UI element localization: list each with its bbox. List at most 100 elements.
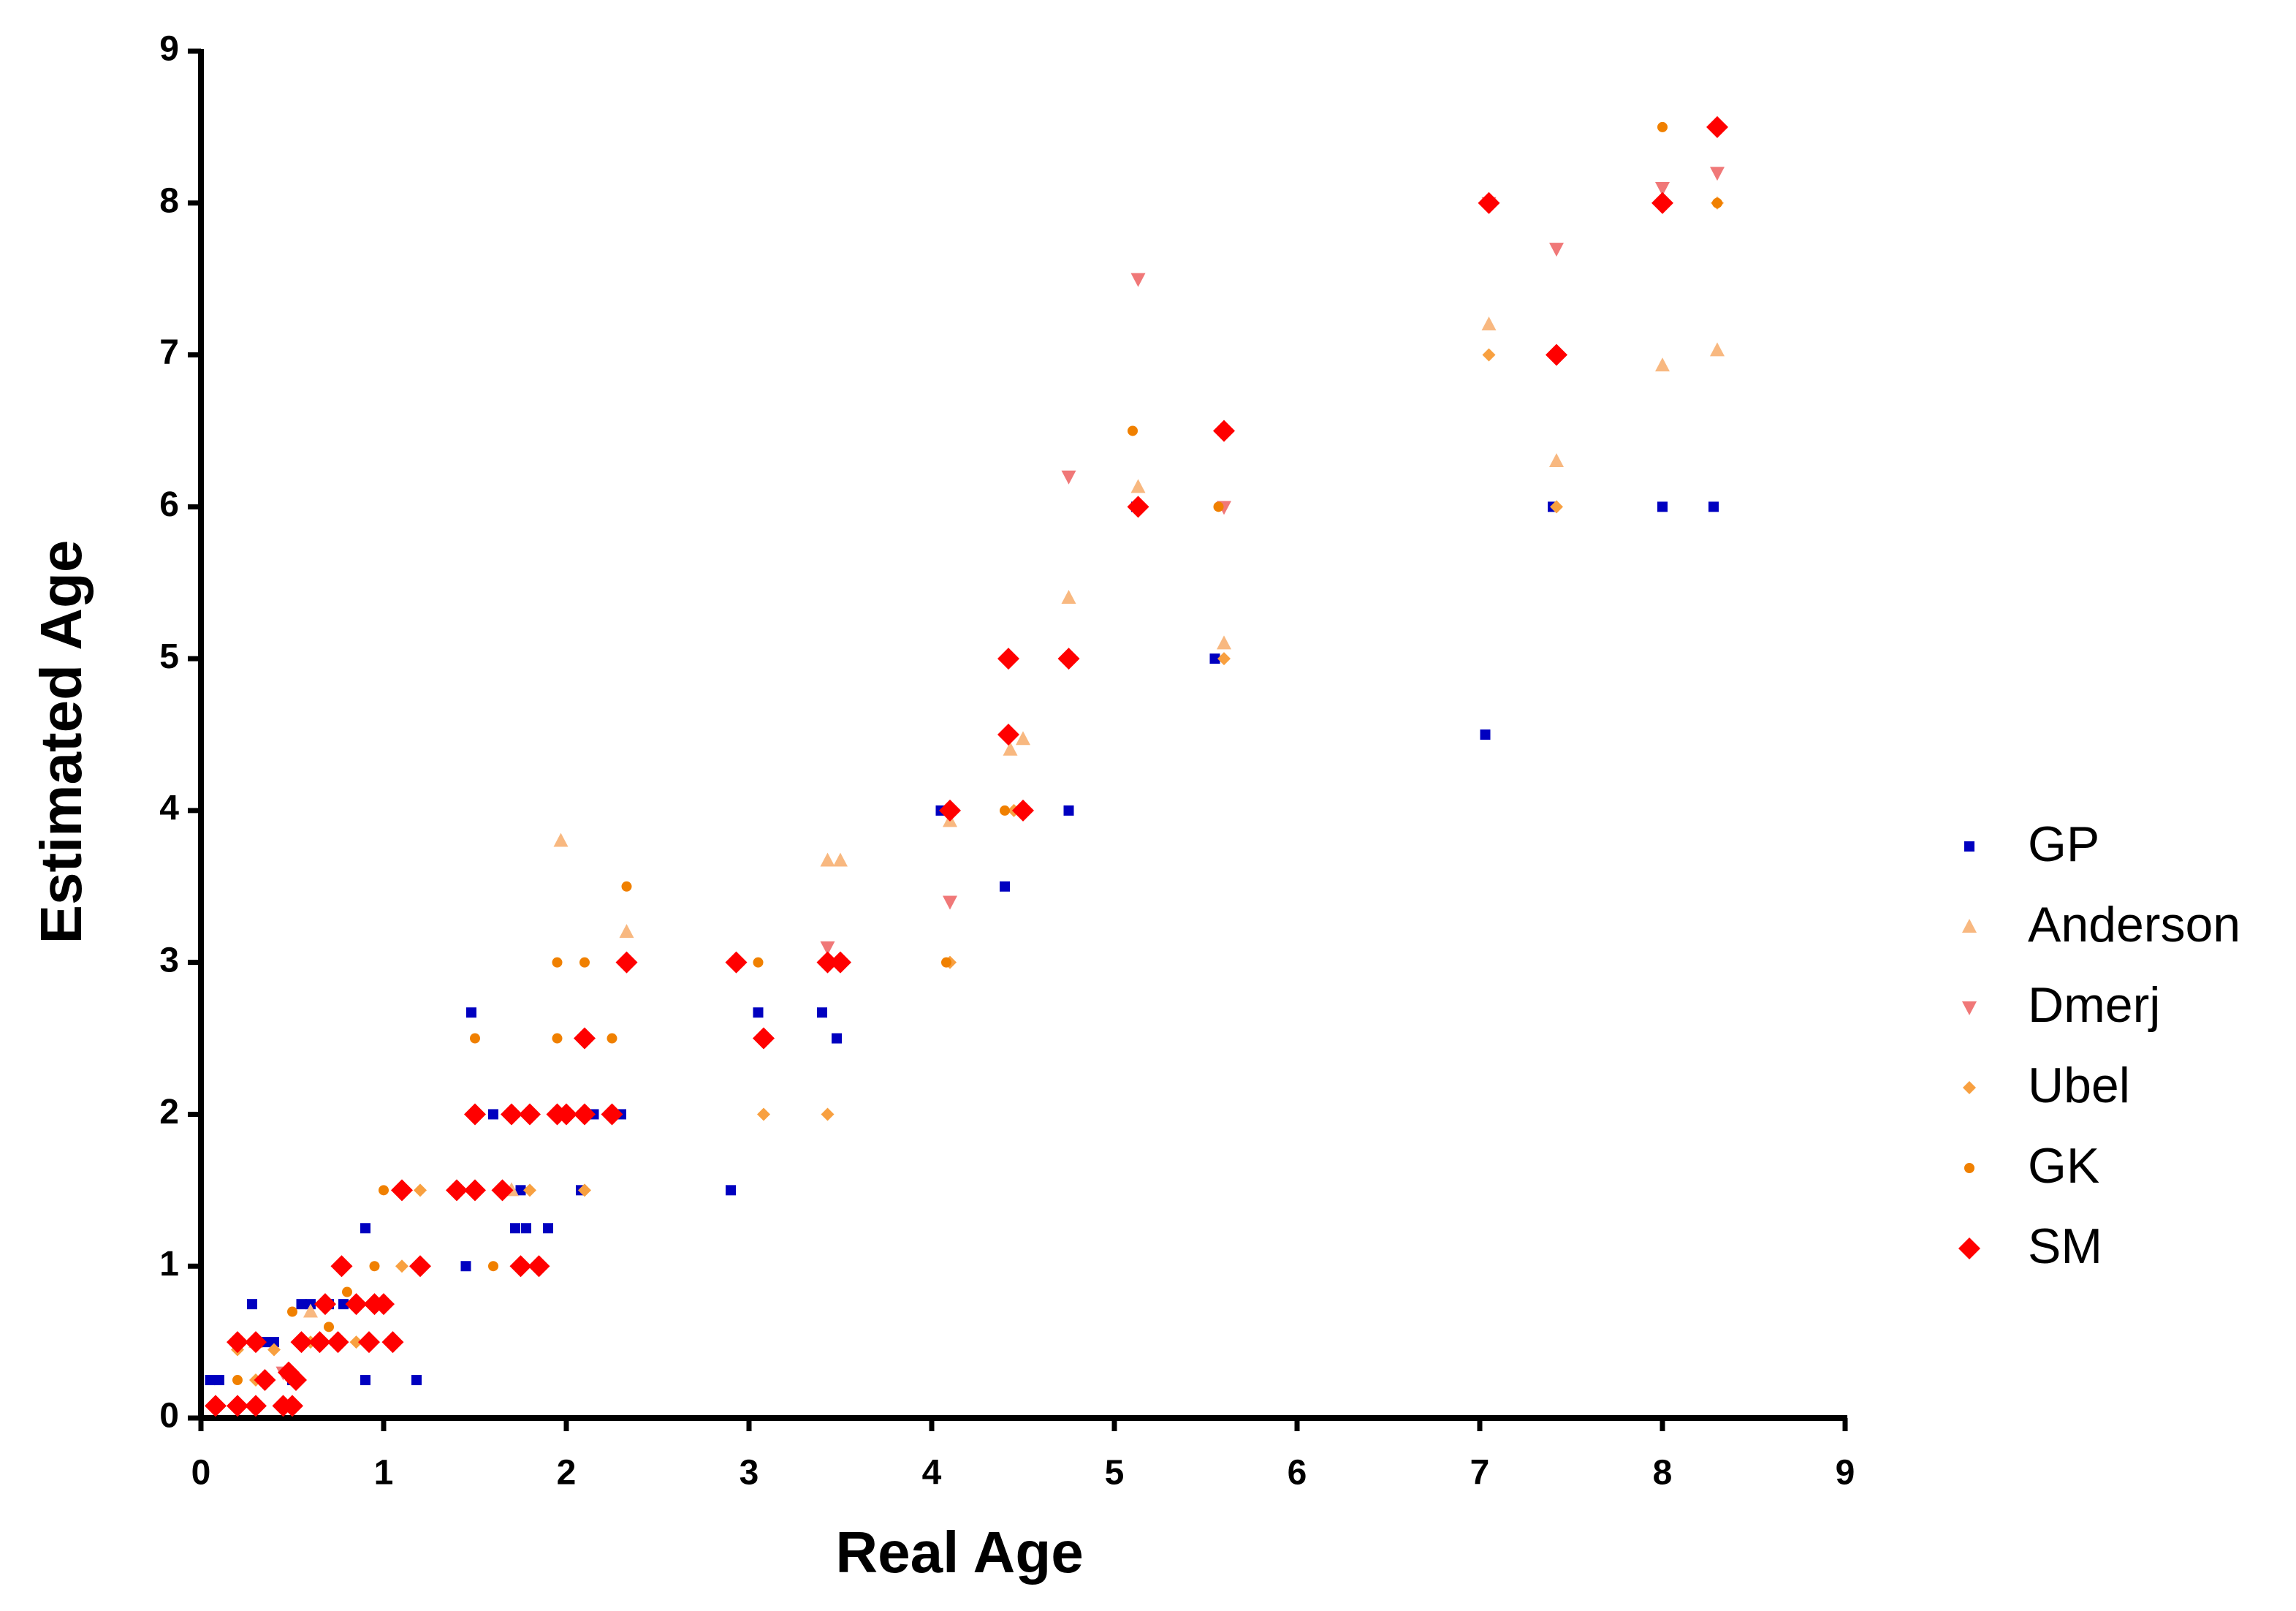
point [1712,197,1722,208]
legend-label: SM [2028,1218,2102,1274]
point [391,1179,413,1202]
x-tick-label: 9 [1836,1454,1855,1493]
point [1063,805,1074,816]
point [574,1027,596,1050]
point [267,1343,281,1357]
point [997,648,1019,670]
point [1000,881,1010,892]
point [1000,805,1010,816]
point [528,1255,550,1278]
point [1016,731,1030,746]
point [943,895,957,910]
y-tick-label: 7 [159,333,179,372]
point [1012,799,1034,822]
point [1057,648,1080,670]
point [327,1331,349,1354]
point [1213,501,1224,512]
point [379,1185,389,1196]
legend-label: GK [2028,1138,2099,1194]
point [330,1255,353,1278]
x-tick-label: 1 [374,1454,394,1493]
point [1482,348,1496,362]
point [381,1331,404,1354]
point [1651,192,1673,214]
point [342,1286,352,1297]
point [324,1322,334,1333]
y-axis-title: Estimated Age [28,540,94,944]
point [832,1033,842,1044]
x-tick-label: 0 [191,1454,211,1493]
point [829,951,851,974]
x-tick-label: 2 [557,1454,577,1493]
point [621,881,632,892]
point [1710,167,1725,181]
point [227,1331,248,1354]
point [369,1261,380,1272]
legend-marker [1964,841,1974,852]
point [290,1331,313,1354]
point [1549,453,1564,467]
point [1708,501,1719,512]
x-tick-label: 5 [1105,1454,1125,1493]
point [817,1007,827,1018]
x-tick-label: 8 [1653,1454,1673,1493]
point [491,1179,514,1202]
point [247,1299,257,1310]
point [1481,316,1497,330]
point [1003,741,1018,756]
point [619,924,634,939]
point [395,1259,408,1273]
x-tick-label: 3 [740,1454,759,1493]
point [519,1103,541,1126]
point [338,1299,349,1310]
point [1550,500,1563,514]
point [1209,653,1220,664]
point [411,1375,422,1386]
point [509,1255,532,1278]
x-tick-label: 7 [1470,1454,1490,1493]
point [552,957,563,968]
point [460,1261,471,1272]
point [753,957,764,968]
y-tick-label: 3 [159,941,179,979]
point [446,1179,468,1202]
point [360,1375,370,1386]
point [470,1033,480,1044]
point [314,1293,336,1316]
point [1549,243,1564,257]
point [552,1033,563,1044]
point [1130,479,1146,493]
legend-label: Dmerj [2028,977,2160,1033]
point [726,1185,736,1196]
point [466,1007,476,1018]
x-axis-title: Real Age [835,1520,1083,1585]
point [269,1337,279,1348]
point [555,1103,577,1126]
point [821,1107,835,1121]
point [287,1306,297,1317]
point [833,852,848,867]
point [725,951,748,974]
point [757,1107,770,1121]
point [1130,273,1146,287]
point [205,1395,227,1417]
point [360,1223,370,1234]
x-tick-label: 6 [1288,1454,1307,1493]
point [601,1103,623,1126]
point [1061,590,1076,604]
point [214,1375,224,1386]
point [1710,342,1725,357]
point [820,852,835,867]
point [997,724,1019,746]
point [607,1033,617,1044]
point [464,1179,486,1202]
legend-marker [1964,1163,1974,1173]
point [501,1103,522,1126]
point [553,833,569,847]
point [615,951,638,974]
point [510,1223,520,1234]
point [1706,115,1728,138]
point [464,1103,486,1126]
